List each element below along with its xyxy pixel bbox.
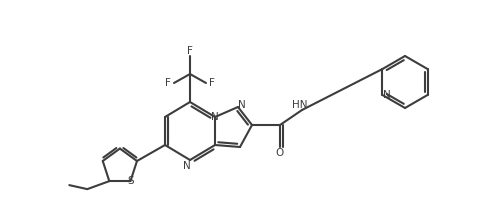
Text: S: S [127, 176, 134, 186]
Text: N: N [211, 112, 219, 122]
Text: F: F [165, 78, 171, 88]
Text: HN: HN [292, 100, 308, 110]
Text: N: N [183, 161, 191, 171]
Text: N: N [382, 90, 391, 100]
Text: F: F [209, 78, 215, 88]
Text: N: N [238, 100, 246, 110]
Text: O: O [276, 148, 284, 158]
Text: F: F [187, 46, 193, 56]
